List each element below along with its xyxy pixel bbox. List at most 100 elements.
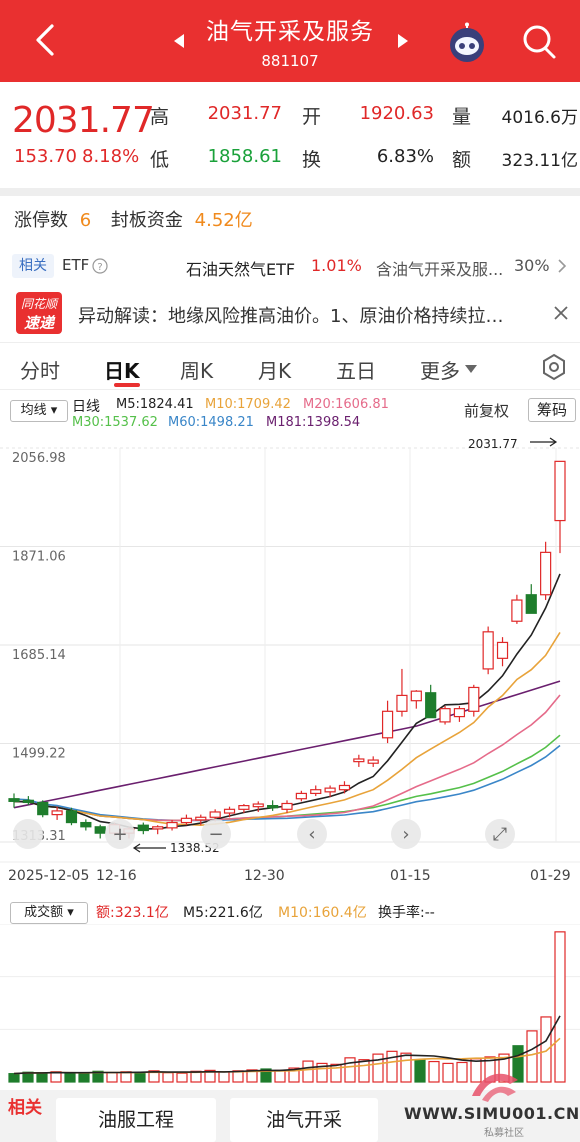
volume-label: 量 (452, 106, 472, 128)
period-tabs: 分时 日K 周K 月K 五日 更多 (0, 342, 580, 390)
candle-body (554, 460, 566, 522)
pan-right-icon-glyph: › (402, 824, 409, 845)
candle-body (51, 810, 63, 816)
caret-down-icon (465, 365, 477, 373)
chips-button[interactable]: 筹码 (528, 398, 576, 422)
tab-intraday[interactable]: 分时 (20, 359, 60, 383)
active-tab-indicator (114, 383, 140, 387)
prev-sector-icon[interactable] (172, 33, 186, 49)
zoom-out-icon-glyph: − (208, 824, 223, 845)
ma-selector-label: 均线 (20, 403, 47, 418)
candle-body (482, 631, 494, 670)
candle-body (540, 551, 552, 596)
price-change: 153.70 (14, 146, 77, 167)
related-etf-row[interactable]: 相关 ETF ? 石油天然气ETF 1.01% 含油气开采及服... 30% (0, 248, 580, 288)
chip-oil-service[interactable]: 油服工程 (56, 1098, 216, 1142)
volume-bar (246, 1069, 258, 1083)
turnover-rate: 换手率:-- (378, 905, 435, 921)
high-price-label: 2031.77 (468, 437, 518, 451)
x-tick-label: 01-29 (530, 868, 571, 884)
settings-icon[interactable] (540, 353, 568, 381)
kline-chart[interactable]: 2056.981871.061685.141499.221313.312031.… (0, 432, 580, 902)
pan-right-icon[interactable] (391, 819, 421, 849)
price-change-pct: 8.18% (82, 146, 140, 167)
limit-up-summary[interactable]: 涨停数 6 封板资金 4.52亿 (14, 206, 253, 232)
volume-bar (148, 1070, 160, 1083)
robot-assistant-icon[interactable] (446, 22, 488, 64)
low-value: 1858.61 (207, 146, 282, 167)
zoom-in-icon[interactable] (105, 819, 135, 849)
search-icon[interactable] (520, 22, 558, 62)
tab-more[interactable]: 更多 (420, 359, 460, 383)
zoom-in-icon-glyph: + (112, 824, 127, 845)
candle-body (396, 694, 408, 712)
candle-body (353, 758, 365, 763)
candle-body (267, 805, 279, 809)
volume-bar (442, 1062, 454, 1083)
etf-item2-pct: 30% (514, 256, 550, 275)
candle-body (238, 805, 250, 810)
volume-indicator-selector[interactable]: 成交额 ▾ (10, 902, 88, 924)
related-tag: 相关 (12, 254, 54, 278)
watermark-sub: 私募社区 (484, 1128, 524, 1139)
candle-body (439, 708, 451, 723)
zoom-out-icon[interactable] (201, 819, 231, 849)
chevron-right-icon (558, 259, 567, 273)
etf-item1-name[interactable]: 石油天然气ETF (186, 260, 296, 279)
next-sector-icon[interactable] (396, 33, 410, 49)
low-label: 低 (150, 149, 170, 171)
candle-body (281, 802, 293, 810)
open-label: 开 (302, 106, 322, 128)
volume-bar (176, 1072, 188, 1083)
candle-body (425, 692, 437, 719)
fullscreen-icon[interactable] (485, 819, 515, 849)
ma181-label: M181:1398.54 (266, 415, 361, 430)
y-tick-label: 1871.06 (12, 550, 66, 565)
ma10-label: M10:1709.42 (205, 397, 291, 412)
volume-bar (414, 1059, 426, 1083)
related-tag-bottom: 相关 (8, 1098, 42, 1118)
news-text: 异动解读：地缘风险推高油价。1、原油价格持续拉… (78, 306, 504, 327)
limit-count: 6 (79, 210, 92, 231)
etf-item2-name[interactable]: 含油气开采及服... (376, 260, 504, 279)
volume-chart[interactable] (0, 924, 580, 1086)
candle-body (195, 816, 207, 821)
adjust-mode[interactable]: 前复权 (464, 402, 510, 420)
candle-body (137, 824, 149, 832)
volume-bar (302, 1060, 314, 1083)
info-icon[interactable]: ? (92, 258, 108, 274)
tab-daily-k[interactable]: 日K (104, 359, 140, 383)
volume-bar (358, 1059, 370, 1083)
close-icon[interactable] (552, 304, 570, 322)
volume-bar (204, 1069, 216, 1083)
news-badge-bottom: 速递 (23, 314, 54, 332)
news-badge-top: 同花顺 (20, 297, 57, 311)
volume-bar (50, 1071, 62, 1083)
candle-body (468, 686, 480, 712)
ma-selector[interactable]: 均线 ▾ (10, 400, 68, 422)
sector-code: 881107 (261, 52, 319, 70)
watermark-text: WWW.SIMU001.CN (404, 1104, 580, 1123)
tab-monthly-k[interactable]: 月K (258, 359, 292, 383)
candle-body (80, 821, 92, 828)
tab-weekly-k[interactable]: 周K (180, 359, 214, 383)
collapse-icon[interactable] (13, 819, 43, 849)
turnover-label: 换 (302, 149, 322, 171)
amount-value: 323.11亿 (501, 151, 578, 171)
back-icon[interactable] (28, 20, 64, 60)
candle-body (453, 708, 466, 718)
high-label: 高 (150, 106, 170, 128)
ma30-label: M30:1537.62 (72, 415, 158, 430)
limit-count-label: 涨停数 (14, 210, 68, 231)
pan-left-icon[interactable] (297, 819, 327, 849)
candle-body (310, 789, 322, 795)
volume-value: 4016.6万 (501, 108, 578, 128)
etf-item1-pct: 1.01% (311, 256, 362, 275)
volume-bar (162, 1072, 174, 1083)
volume-bar (288, 1067, 300, 1083)
chip-oil-gas-extraction[interactable]: 油气开采 (230, 1098, 378, 1142)
candle-body (8, 798, 20, 802)
news-row[interactable]: 同花顺 速递 异动解读：地缘风险推高油价。1、原油价格持续拉… (0, 290, 580, 338)
volume-bar (498, 1053, 510, 1083)
tab-five-day[interactable]: 五日 (336, 359, 376, 383)
